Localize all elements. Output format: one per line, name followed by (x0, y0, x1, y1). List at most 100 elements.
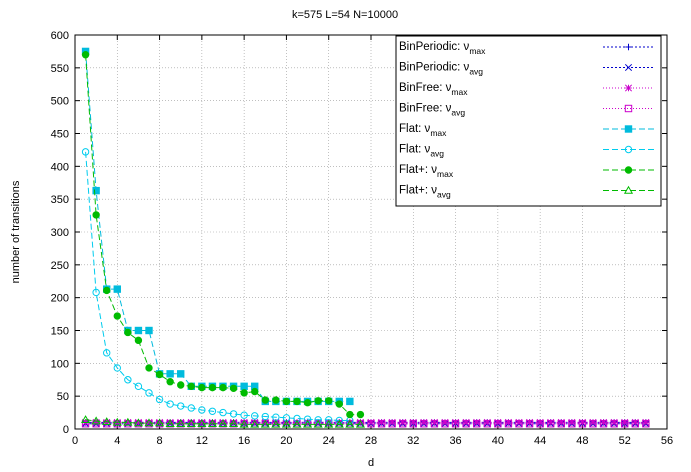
data-point (430, 420, 439, 428)
x-tick-label: 28 (365, 435, 377, 447)
data-point (208, 418, 216, 426)
x-tick-label: 40 (492, 435, 504, 447)
legend-label-main: BinFree: ν (399, 103, 452, 115)
legend-label-main: Flat: ν (399, 123, 431, 135)
data-point (345, 419, 355, 428)
data-point (377, 420, 386, 428)
legend-label: BinFree: νavg (399, 103, 465, 118)
data-point (198, 418, 206, 426)
data-point (334, 419, 344, 428)
legend-label-subscript: avg (451, 108, 465, 118)
data-point (578, 420, 587, 428)
data-point (547, 420, 555, 428)
x-tick-label: 0 (72, 435, 78, 447)
data-point (313, 419, 323, 428)
data-point (325, 418, 333, 426)
series-line (85, 54, 361, 416)
data-point (177, 370, 185, 378)
legend-label-main: Flat: ν (399, 144, 431, 156)
data-point (282, 418, 290, 426)
data-point (589, 418, 597, 426)
y-tick-label: 350 (51, 194, 69, 206)
y-tick-label: 450 (51, 129, 69, 141)
legend-label: BinFree: νmax (399, 82, 468, 97)
legend-label-main: Flat+: ν (399, 164, 437, 176)
data-point (134, 418, 142, 426)
data-point (113, 285, 121, 293)
legend-entry: Flat: νavg (399, 144, 654, 159)
data-point (346, 410, 354, 419)
data-point (355, 419, 365, 428)
data-point (578, 418, 586, 426)
legend-entry: Flat+: νavg (399, 185, 654, 200)
data-point (102, 417, 112, 425)
y-axis-label: number of transitions (10, 180, 22, 283)
data-point (388, 420, 396, 428)
legend-swatch-marker (624, 166, 633, 174)
legend-label-subscript: avg (430, 149, 444, 159)
data-point (557, 420, 565, 428)
data-point (282, 397, 291, 406)
legend-swatch-marker (623, 185, 634, 194)
legend-label: Flat: νavg (399, 144, 444, 159)
legend-label-subscript: avg (437, 190, 451, 200)
legend-entry: BinPeriodic: νmax (399, 41, 654, 56)
data-point (251, 412, 259, 420)
data-point (261, 396, 269, 404)
data-point (91, 416, 101, 425)
data-point (292, 419, 302, 428)
data-point (113, 312, 121, 320)
data-point (219, 383, 227, 392)
legend-entry: Flat+: νmax (399, 164, 654, 179)
series-7 (81, 415, 365, 428)
data-point (367, 418, 375, 426)
y-tick-label: 150 (51, 326, 69, 338)
legend-entry: BinPeriodic: νavg (399, 62, 654, 77)
data-point (145, 326, 153, 335)
series-5 (81, 148, 354, 425)
data-point (378, 418, 386, 426)
y-tick-label: 250 (51, 260, 69, 272)
x-tick-label: 52 (619, 435, 631, 447)
legend-swatch-marker (624, 104, 633, 113)
data-point (504, 420, 513, 428)
data-point (92, 186, 100, 195)
data-point (642, 418, 650, 426)
data-point (272, 396, 280, 404)
data-point (229, 410, 238, 418)
legend-label-main: BinFree: ν (399, 82, 452, 94)
data-point (197, 419, 207, 427)
y-tick-label: 200 (51, 293, 69, 305)
data-point (218, 419, 228, 427)
series-layer (81, 47, 650, 428)
y-tick-label: 50 (57, 391, 69, 403)
data-point (103, 286, 111, 295)
x-tick-label: 32 (407, 435, 419, 447)
data-point (166, 370, 174, 378)
legend-label-subscript: max (469, 46, 486, 56)
data-point (526, 418, 534, 426)
data-point (124, 328, 132, 337)
legend-label-main: Flat+: ν (399, 185, 437, 197)
x-tick-label: 56 (661, 435, 673, 447)
data-point (525, 420, 534, 428)
data-point (260, 419, 270, 428)
data-point (324, 419, 334, 428)
y-tick-label: 550 (51, 63, 69, 75)
y-tick-label: 100 (51, 358, 69, 370)
legend-label-subscript: avg (469, 67, 483, 77)
y-tick-label: 400 (51, 161, 69, 173)
data-point (621, 418, 629, 426)
data-point (134, 326, 143, 335)
data-point (251, 387, 259, 396)
data-point (166, 418, 174, 426)
legend-entry: Flat: νmax (399, 123, 654, 138)
data-point (462, 420, 470, 428)
data-point (335, 416, 343, 425)
data-point (144, 418, 154, 427)
legend-label-main: BinPeriodic: ν (399, 41, 470, 53)
data-point (504, 418, 512, 426)
data-point (145, 364, 153, 372)
